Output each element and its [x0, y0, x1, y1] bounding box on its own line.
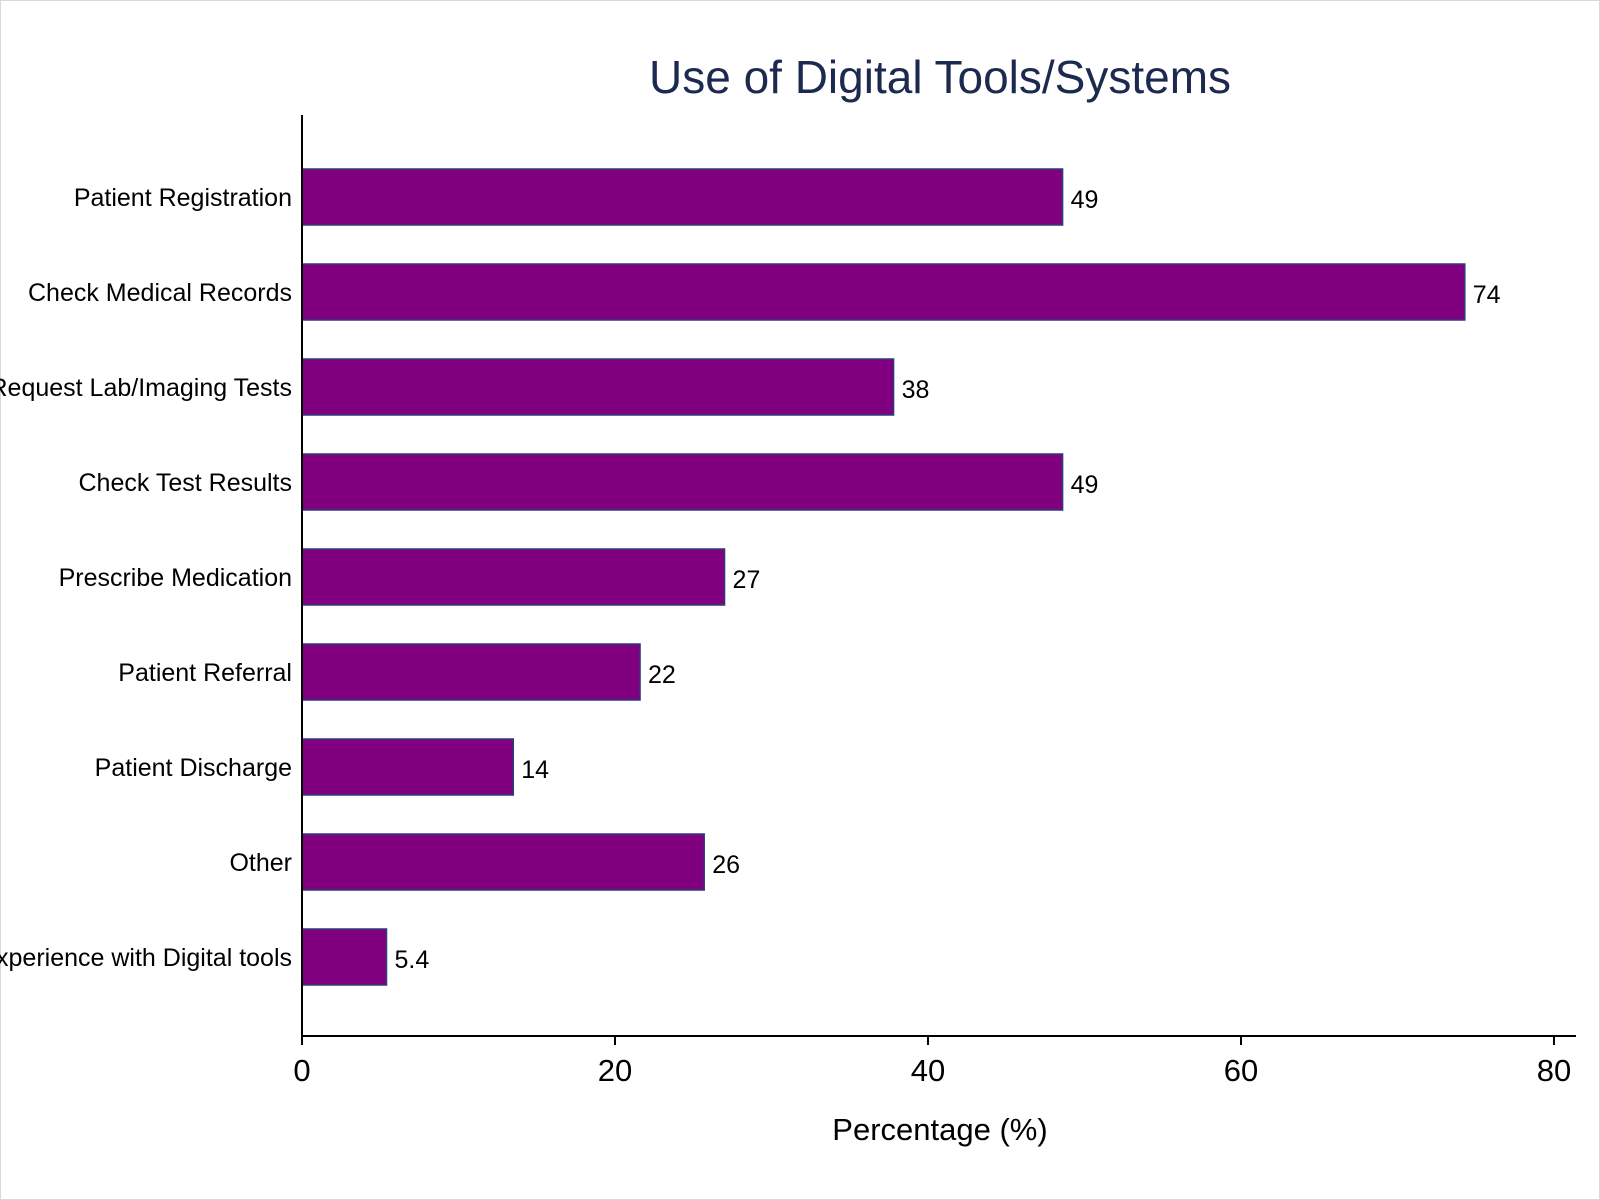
x-tick-label: 0 [293, 1053, 310, 1088]
bar [301, 643, 641, 701]
category-label: Patient Referral [118, 659, 292, 687]
category-label: Other [229, 849, 292, 877]
x-tick-label: 20 [598, 1053, 632, 1088]
x-tick-label: 60 [1224, 1053, 1258, 1088]
bar [301, 263, 1466, 321]
data-label: 26 [712, 851, 740, 879]
x-tick-label: 80 [1537, 1053, 1571, 1088]
category-label: Check Test Results [78, 469, 292, 497]
data-label: 74 [1473, 281, 1501, 309]
data-label: 14 [521, 756, 549, 784]
bar [301, 833, 705, 891]
bar [301, 738, 515, 796]
category-label: Patient Discharge [95, 754, 292, 782]
x-tick-label: 40 [911, 1053, 945, 1088]
data-label: 38 [902, 376, 930, 404]
category-label: Request Lab/Imaging Tests [0, 374, 292, 402]
data-label: 22 [648, 661, 676, 689]
bar [301, 358, 895, 416]
category-label: Prescribe Medication [59, 564, 292, 592]
bars-layer: Patient Registration 49 Check Medical Reco… [0, 168, 1501, 986]
x-axis-title: Percentage (%) [832, 1112, 1047, 1147]
category-label: Check Medical Records [28, 279, 292, 307]
data-label: 27 [733, 566, 761, 594]
bar [301, 928, 388, 986]
data-label: 49 [1071, 186, 1099, 214]
axes-layer: 0 20 40 60 80 [293, 115, 1576, 1088]
chart-title: Use of Digital Tools/Systems [649, 51, 1231, 103]
bar [301, 548, 726, 606]
data-label: 49 [1071, 471, 1099, 499]
bar [301, 453, 1064, 511]
category-label: Patient Registration [74, 184, 292, 212]
category-label: No experience with Digital tools [0, 944, 292, 972]
data-label: 5.4 [395, 946, 430, 974]
bar [301, 168, 1064, 226]
